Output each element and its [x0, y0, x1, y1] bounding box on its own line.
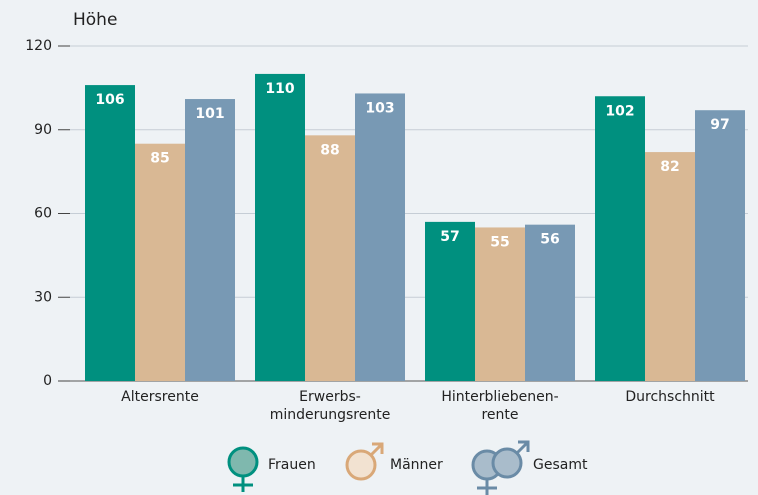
- gesamt-icon: [491, 447, 523, 479]
- y-axis-label: Höhe: [73, 10, 117, 30]
- y-tick-label: 120: [25, 38, 52, 54]
- bar: [255, 73, 305, 382]
- bar: [305, 135, 355, 381]
- data-label: 88: [320, 142, 339, 158]
- data-label: 101: [195, 106, 224, 122]
- maenner-icon: [345, 449, 377, 481]
- bar: [525, 224, 575, 381]
- bar: [85, 85, 135, 381]
- bar: [135, 143, 185, 381]
- bar: [695, 110, 745, 381]
- data-label: 103: [365, 100, 394, 116]
- data-label: 97: [710, 117, 729, 133]
- data-label: 110: [265, 81, 294, 97]
- bar: [645, 152, 695, 381]
- bar: [475, 227, 525, 381]
- legend-label: Frauen: [268, 457, 316, 473]
- x-tick-label: Erwerbs- minderungsrente: [269, 389, 391, 423]
- gesamt-icon: [515, 440, 530, 455]
- frauen-icon: [227, 446, 259, 478]
- data-label: 82: [660, 159, 679, 175]
- x-tick-label: Altersrente: [121, 389, 199, 405]
- legend-label: Männer: [390, 457, 443, 473]
- data-label: 57: [440, 229, 459, 245]
- data-label: 55: [490, 234, 509, 250]
- bar: [355, 93, 405, 381]
- x-tick-label: Durchschnitt: [625, 389, 715, 405]
- bar: [425, 221, 475, 381]
- y-tick-label: 90: [34, 122, 52, 138]
- bar: [595, 96, 645, 381]
- data-label: 106: [95, 92, 124, 108]
- x-tick-label: Hinterbliebenen- rente: [441, 389, 559, 423]
- y-tick-label: 30: [34, 289, 52, 305]
- legend-icons: [227, 440, 530, 495]
- legend-label: Gesamt: [533, 457, 588, 473]
- data-label: 56: [540, 232, 559, 248]
- maenner-icon: [369, 442, 384, 457]
- y-tick-label: 0: [43, 373, 52, 389]
- y-tick-label: 60: [34, 206, 52, 222]
- data-label: 102: [605, 103, 634, 119]
- data-label: 85: [150, 151, 169, 167]
- bar: [185, 99, 235, 382]
